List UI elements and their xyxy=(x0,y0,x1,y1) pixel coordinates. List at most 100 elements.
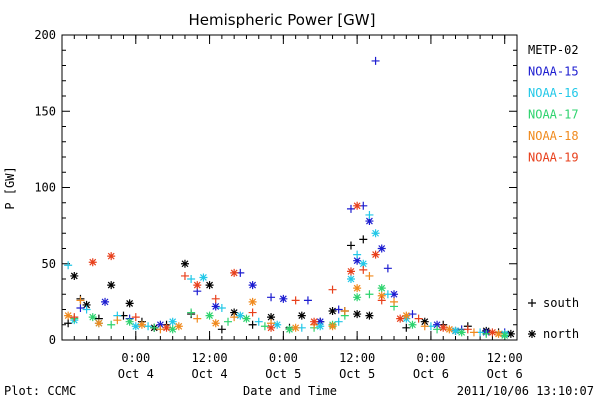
data-point-south xyxy=(346,204,355,213)
data-point-north xyxy=(402,311,411,320)
data-point-south xyxy=(303,296,312,305)
data-point-north xyxy=(267,313,276,322)
data-point-south xyxy=(217,325,226,334)
data-point-south xyxy=(365,271,374,280)
data-point-north xyxy=(353,284,362,293)
data-point-south xyxy=(346,241,355,250)
x-tick-label-date: Oct 5 xyxy=(265,367,301,381)
data-point-north xyxy=(488,328,497,337)
data-point-north xyxy=(107,281,116,290)
data-point-north xyxy=(174,322,183,331)
data-point-north xyxy=(82,300,91,309)
legend-marker-north xyxy=(528,330,536,338)
data-point-north xyxy=(88,258,97,267)
data-point-north xyxy=(445,325,454,334)
data-point-north xyxy=(297,311,306,320)
data-point-north xyxy=(377,291,386,300)
data-point-north xyxy=(346,267,355,276)
data-point-south xyxy=(371,56,380,65)
data-points xyxy=(64,56,515,340)
data-point-north xyxy=(64,311,73,320)
data-point-north xyxy=(162,323,171,332)
y-tick-label: 100 xyxy=(34,181,56,195)
data-point-north xyxy=(390,290,399,299)
data-point-north xyxy=(168,325,177,334)
data-point-south xyxy=(180,271,189,280)
legend-series-label: METP-02 xyxy=(528,43,579,57)
data-point-north xyxy=(230,268,239,277)
data-point-south xyxy=(187,308,196,317)
x-tick-label-time: 12:00 xyxy=(192,351,228,365)
data-point-south xyxy=(353,250,362,259)
data-point-north xyxy=(70,271,79,280)
legend-series-label: NOAA-19 xyxy=(528,151,579,165)
x-tick-label-time: 12:00 xyxy=(339,351,375,365)
legend-series-label: NOAA-18 xyxy=(528,129,579,143)
x-tick-label-time: 0:00 xyxy=(121,351,150,365)
data-point-north xyxy=(248,281,257,290)
data-point-north xyxy=(193,281,202,290)
chart-title: Hemispheric Power [GW] xyxy=(189,11,376,29)
data-point-south xyxy=(230,313,239,322)
data-point-south xyxy=(64,261,73,270)
data-point-south xyxy=(402,323,411,332)
data-point-south xyxy=(377,296,386,305)
x-tick-label-date: Oct 4 xyxy=(192,367,228,381)
data-point-north xyxy=(451,326,460,335)
data-point-north xyxy=(131,322,140,331)
legend-marker-label: north xyxy=(543,327,579,341)
x-tick-label-time: 0:00 xyxy=(269,351,298,365)
y-tick-label: 0 xyxy=(49,333,56,347)
y-tick-label: 200 xyxy=(34,28,56,42)
data-point-north xyxy=(180,259,189,268)
data-point-north xyxy=(500,331,509,340)
data-point-south xyxy=(383,264,392,273)
data-point-south xyxy=(156,325,165,334)
data-point-north xyxy=(156,320,165,329)
data-point-north xyxy=(205,281,214,290)
data-point-south xyxy=(408,310,417,319)
data-point-south xyxy=(144,322,153,331)
data-point-south xyxy=(193,314,202,323)
legend-marker-label: south xyxy=(543,296,579,310)
data-point-north xyxy=(94,319,103,328)
data-point-north xyxy=(107,252,116,261)
data-point-south xyxy=(150,323,159,332)
data-point-north xyxy=(377,244,386,253)
data-point-south xyxy=(334,317,343,326)
data-point-south xyxy=(82,305,91,314)
x-tick-label-date: Oct 6 xyxy=(413,367,449,381)
series-noaa-15 xyxy=(76,56,509,337)
data-point-north xyxy=(211,302,220,311)
data-point-south xyxy=(433,325,442,334)
data-point-north xyxy=(316,322,325,331)
data-point-north xyxy=(285,325,294,334)
data-point-north xyxy=(365,217,374,226)
data-point-south xyxy=(365,290,374,299)
data-point-north xyxy=(353,256,362,265)
data-point-south xyxy=(383,290,392,299)
data-point-south xyxy=(76,296,85,305)
y-axis: 0 50 100 150 200 xyxy=(34,28,517,347)
data-point-south xyxy=(267,293,276,302)
footer-credit: Plot: CCMC xyxy=(4,384,76,398)
data-point-north xyxy=(137,320,146,329)
data-point-north xyxy=(125,299,134,308)
data-point-north xyxy=(101,297,110,306)
data-point-north xyxy=(236,311,245,320)
data-point-south xyxy=(463,325,472,334)
data-point-north xyxy=(377,284,386,293)
data-point-south xyxy=(254,317,263,326)
data-point-south xyxy=(76,303,85,312)
data-point-north xyxy=(494,329,503,338)
data-point-north xyxy=(273,320,282,329)
data-point-north xyxy=(242,314,251,323)
data-point-north xyxy=(439,323,448,332)
data-point-south xyxy=(390,297,399,306)
data-point-north xyxy=(267,323,276,332)
x-tick-label-time: 0:00 xyxy=(416,351,445,365)
data-point-south xyxy=(113,316,122,325)
series-metp-02 xyxy=(64,235,515,338)
data-point-south xyxy=(365,210,374,219)
